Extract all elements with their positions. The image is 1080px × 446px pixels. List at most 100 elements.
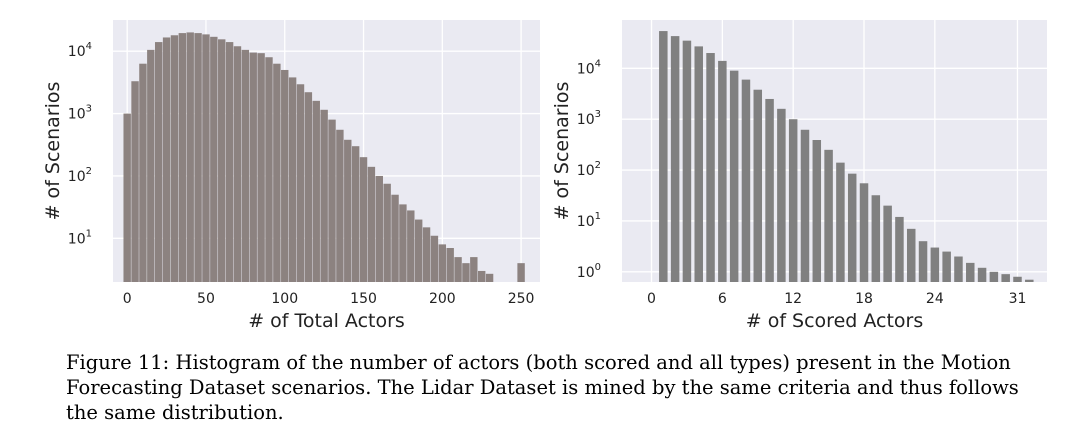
histogram-bar — [241, 49, 250, 282]
histogram-bar — [351, 146, 360, 282]
histogram-bar — [399, 204, 407, 282]
histogram-bar — [788, 119, 798, 282]
histogram-bar — [446, 247, 454, 282]
histogram-bar — [320, 109, 328, 283]
histogram-bar — [139, 63, 147, 282]
histogram-bar — [859, 183, 869, 282]
histogram-bar — [906, 228, 916, 282]
y-tick-label: 103 — [577, 109, 601, 128]
histogram-bar — [729, 70, 739, 282]
histogram-bar — [344, 139, 352, 282]
x-tick-label: 12 — [784, 291, 802, 307]
x-tick-label: 100 — [271, 291, 298, 307]
y-axis-label: # of Scenarios — [42, 82, 64, 221]
y-tick-label: 102 — [577, 160, 601, 179]
histogram-bar — [485, 273, 494, 282]
histogram-bar — [281, 69, 289, 282]
histogram-bar — [1001, 274, 1010, 282]
histogram-bar — [383, 183, 391, 282]
histogram-bar — [375, 175, 383, 282]
histogram-bar — [694, 46, 703, 282]
histogram-bar — [706, 53, 715, 282]
histogram-bar — [682, 40, 692, 283]
histogram-bar — [273, 63, 281, 282]
histogram-bar — [210, 36, 218, 283]
histogram-bar — [249, 52, 257, 283]
histogram-bar — [304, 92, 313, 282]
x-tick-label: 150 — [350, 291, 377, 307]
histogram-bar — [812, 140, 822, 282]
histogram-bar — [836, 162, 845, 282]
histogram-bar — [233, 46, 242, 283]
histogram-bar — [977, 267, 987, 282]
histogram-bar — [670, 36, 680, 283]
y-tick-label: 101 — [68, 228, 92, 247]
histogram-bar — [194, 33, 202, 282]
histogram-bar — [288, 77, 297, 282]
x-axis-label: # of Scored Actors — [746, 310, 924, 332]
x-tick-label: 200 — [429, 291, 456, 307]
histogram-bar — [154, 42, 163, 282]
histogram-bar — [170, 35, 179, 283]
figure-caption: Figure 11: Histogram of the number of ac… — [66, 351, 1019, 424]
histogram-bar — [147, 49, 155, 282]
histogram-bar — [989, 271, 999, 282]
histogram-bar — [847, 173, 857, 282]
histogram-bar — [454, 257, 462, 282]
y-tick-label: 102 — [68, 166, 92, 185]
histogram-bar — [741, 79, 751, 282]
x-axis-label: # of Total Actors — [248, 310, 405, 332]
histogram-bar — [462, 263, 470, 282]
histogram-bar — [800, 129, 810, 282]
x-tick-label: 31 — [1009, 291, 1027, 307]
histogram-bar — [895, 216, 904, 282]
histogram-bar — [871, 195, 881, 282]
histogram-bar — [477, 270, 486, 282]
histogram-bar — [407, 210, 415, 282]
histogram-bar — [162, 37, 171, 282]
histogram-bar — [414, 219, 423, 282]
histogram-bar — [918, 241, 928, 282]
histogram-bar — [430, 235, 439, 282]
plot-area — [622, 20, 1047, 282]
histogram-bar — [367, 166, 376, 282]
x-tick-label: 0 — [647, 291, 656, 307]
y-axis-label: # of Scenarios — [551, 82, 573, 221]
histogram-bar — [930, 247, 940, 282]
chart-total-actors: 0 50 100 150 200 250 101 102 103 104 # of Total Ac… — [42, 20, 540, 332]
x-tick-label: 18 — [855, 291, 873, 307]
chart-scored-actors: 0 6 12 18 24 31 100 101 102 103 104 # of Scored Act… — [551, 20, 1047, 332]
histogram-bar — [753, 89, 763, 282]
histogram-bar — [186, 32, 194, 282]
histogram-bar — [359, 157, 368, 282]
x-tick-label: 50 — [197, 291, 215, 307]
histogram-bar — [312, 100, 320, 282]
y-tick-label: 100 — [577, 262, 601, 281]
histogram-bar — [422, 227, 431, 282]
y-tick-label: 101 — [577, 211, 601, 230]
histogram-bar — [659, 31, 668, 283]
histogram-bar — [966, 262, 975, 282]
histogram-bar — [942, 251, 951, 282]
histogram-bar — [202, 34, 210, 282]
histogram-bar — [131, 81, 139, 282]
histogram-bar — [824, 149, 833, 282]
histogram-bar — [123, 113, 131, 282]
x-tick-label: 24 — [926, 291, 944, 307]
histogram-bar — [391, 194, 399, 282]
histogram-bar — [1025, 279, 1034, 282]
histogram-bar — [765, 98, 774, 282]
y-tick-label: 104 — [68, 41, 92, 60]
histogram-bar — [296, 84, 305, 282]
histogram-bar — [883, 205, 892, 282]
histogram-bar — [1013, 276, 1022, 282]
x-tick-label: 0 — [123, 291, 132, 307]
histogram-bar — [336, 129, 344, 282]
x-tick-label: 250 — [508, 291, 535, 307]
histogram-bar — [718, 60, 727, 282]
histogram-bar — [517, 263, 525, 282]
histogram-bar — [777, 108, 786, 283]
histogram-bar — [218, 39, 226, 283]
histogram-bar — [438, 244, 447, 282]
